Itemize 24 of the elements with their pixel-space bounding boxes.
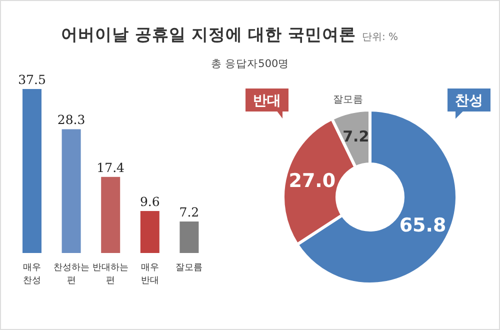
slice-label: 찬성: [455, 93, 483, 109]
text: 단위: %: [362, 32, 398, 43]
x-tick-label: 반대하는 편: [92, 263, 129, 286]
data-label: 37.5: [18, 72, 46, 87]
data-label: 9.6: [140, 194, 160, 210]
bar: [140, 211, 160, 253]
bar: [22, 89, 42, 253]
bar: [62, 129, 81, 253]
data-label: 65.8: [399, 214, 446, 237]
chart-title: 어버이날 공휴일 지정에 대한 국민여론: [61, 25, 356, 44]
bar: [180, 222, 199, 253]
x-tick-label: 잘모름: [176, 263, 203, 273]
data-label: 17.4: [96, 160, 125, 175]
slice-label: 반대: [253, 93, 281, 109]
x-tick-label: 매우 찬성: [23, 263, 41, 286]
data-label: 7.2: [179, 204, 200, 220]
x-tick-label: 매우 반대: [140, 263, 159, 286]
data-label: 28.3: [57, 112, 86, 128]
data-label: 27.0: [288, 170, 336, 192]
bar: [101, 176, 120, 253]
text: 총 응답자500명: [210, 58, 290, 70]
x-tick-label: 찬성하는 편: [53, 263, 90, 286]
data-label: 7.2: [342, 128, 370, 146]
slice-label: 잘모름: [333, 94, 364, 106]
